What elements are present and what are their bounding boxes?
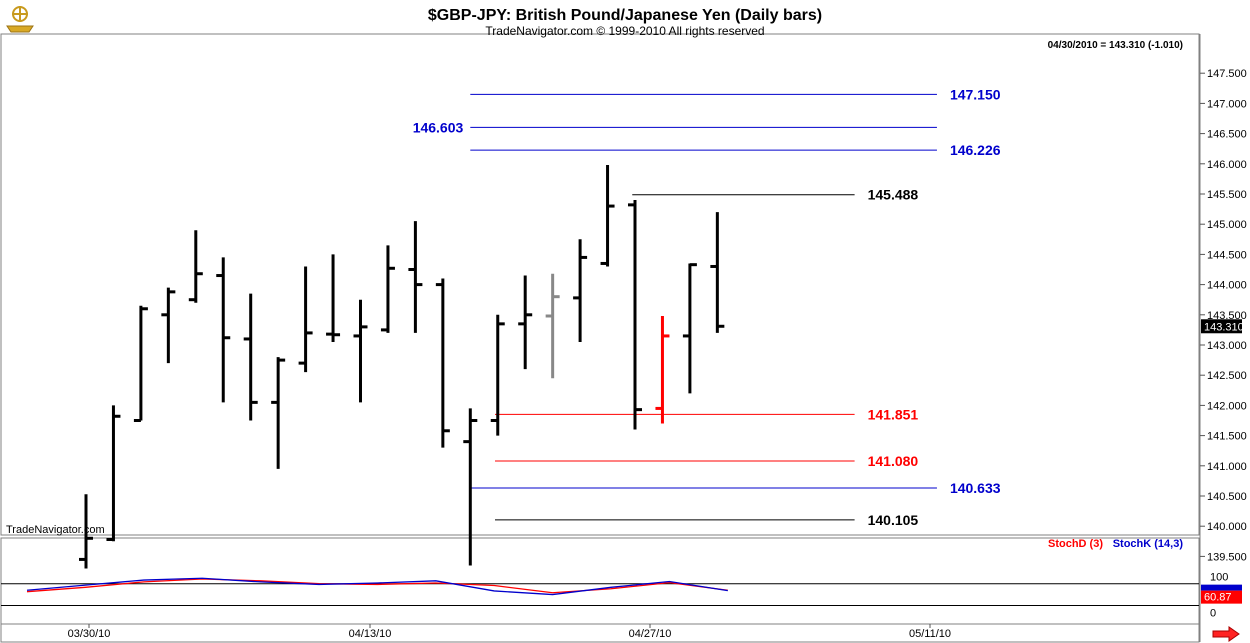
ohlc-bar bbox=[655, 316, 670, 424]
ohlc-bar bbox=[271, 357, 286, 469]
ohlc-bar bbox=[490, 314, 505, 436]
price-tick-label: 146.500 bbox=[1207, 129, 1247, 141]
stochastic-panel-frame bbox=[0, 537, 1200, 625]
price-tick-label: 143.000 bbox=[1207, 340, 1247, 352]
stoch-series-line bbox=[26, 577, 728, 596]
ohlc-bar bbox=[518, 275, 533, 370]
price-tick-label: 145.500 bbox=[1207, 189, 1247, 201]
level-label: 140.633 bbox=[950, 480, 1001, 496]
ohlc-bar bbox=[573, 239, 588, 342]
ohlc-bar bbox=[79, 494, 93, 569]
level-label: 140.105 bbox=[868, 512, 919, 528]
stoch-series-line bbox=[26, 578, 728, 594]
last-price-box bbox=[1201, 319, 1242, 334]
price-tick-label: 145.000 bbox=[1207, 219, 1247, 231]
ohlc-bar bbox=[710, 212, 725, 333]
navigator-ship-wheel-icon[interactable] bbox=[6, 6, 34, 33]
stoch-tick-label: 0 bbox=[1210, 608, 1216, 620]
price-tick-label: 146.000 bbox=[1207, 159, 1247, 171]
date-axis: 03/30/10 04/13/10 04/27/10 05/11/10 bbox=[68, 624, 951, 640]
price-tick-label: 142.000 bbox=[1207, 400, 1247, 412]
ohlc-bar bbox=[682, 263, 697, 394]
ohlc-bar bbox=[545, 273, 560, 379]
date-axis-frame bbox=[0, 623, 1200, 643]
legend-stochk: StochK (14,3) bbox=[1113, 538, 1184, 550]
ohlc-bar bbox=[463, 408, 478, 566]
date-tick-label: 04/27/10 bbox=[629, 628, 672, 640]
price-tick-label: 147.500 bbox=[1207, 68, 1247, 80]
price-axis: 147.500 147.000 146.500 146.000 145.500 145.0… bbox=[1200, 68, 1247, 563]
stoch-k-tag bbox=[1201, 584, 1242, 591]
level-label: 147.150 bbox=[950, 86, 1001, 102]
price-panel-frame bbox=[0, 33, 1200, 536]
price-tick-label: 139.500 bbox=[1207, 551, 1247, 563]
last-price-label: 143.310 bbox=[1204, 321, 1244, 333]
ohlc-bar bbox=[188, 230, 203, 303]
price-tick-label: 141.000 bbox=[1207, 461, 1247, 473]
ohlc-bar bbox=[408, 221, 423, 333]
last-quote-text: 04/30/2010 = 143.310 (-1.010) bbox=[1048, 40, 1183, 51]
copyright-text: TradeNavigator.com © 1999-2010 All right… bbox=[485, 24, 764, 38]
level-label: 141.851 bbox=[868, 406, 919, 422]
chart-title: $GBP-JPY: British Pound/Japanese Yen (Da… bbox=[428, 7, 822, 24]
ohlc-bar bbox=[326, 254, 341, 342]
stochastic-panel: 10050060.87 bbox=[1, 571, 1242, 620]
price-tick-label: 142.500 bbox=[1207, 370, 1247, 382]
level-label: 145.488 bbox=[868, 187, 919, 203]
ohlc-bar bbox=[628, 200, 642, 430]
ohlc-bar bbox=[216, 257, 231, 403]
price-tick-label: 141.500 bbox=[1207, 431, 1247, 443]
ohlc-bar bbox=[106, 405, 121, 542]
price-tick-label: 144.000 bbox=[1207, 280, 1247, 292]
stoch-value-label: 60.87 bbox=[1204, 592, 1232, 604]
ohlc-bar bbox=[133, 305, 148, 422]
ohlc-bar bbox=[380, 245, 395, 333]
price-tick-label: 140.500 bbox=[1207, 491, 1247, 503]
date-tick-label: 04/13/10 bbox=[349, 628, 392, 640]
price-tick-label: 147.000 bbox=[1207, 98, 1247, 110]
ohlc-bar bbox=[435, 278, 450, 448]
ohlc-bar bbox=[243, 293, 258, 421]
ohlc-bar bbox=[353, 299, 368, 403]
level-label: 146.226 bbox=[950, 142, 1001, 158]
price-tick-label: 143.500 bbox=[1207, 310, 1247, 322]
level-lines: 147.150 146.603 146.226 145.488 141.851 141.0… bbox=[413, 86, 1001, 528]
level-label: 146.603 bbox=[413, 119, 464, 135]
date-tick-label: 05/11/10 bbox=[909, 628, 951, 640]
price-tick-label: 140.000 bbox=[1207, 521, 1247, 533]
watermark-text: TradeNavigator.com bbox=[6, 524, 105, 536]
last-price-tag: 143.310 bbox=[1201, 319, 1244, 334]
level-label: 141.080 bbox=[868, 453, 919, 469]
ohlc-bar bbox=[298, 266, 313, 373]
legend-stochd: StochD (3) bbox=[1048, 538, 1103, 550]
stoch-value-box bbox=[1201, 590, 1242, 604]
stoch-tick-label: 100 bbox=[1210, 571, 1228, 583]
ohlc-bars bbox=[79, 165, 725, 569]
right-arrow-icon[interactable] bbox=[1212, 626, 1240, 642]
ohlc-bar bbox=[600, 165, 615, 267]
ohlc-bar bbox=[161, 287, 176, 364]
price-tick-label: 144.500 bbox=[1207, 249, 1247, 261]
date-tick-label: 03/30/10 bbox=[68, 628, 111, 640]
